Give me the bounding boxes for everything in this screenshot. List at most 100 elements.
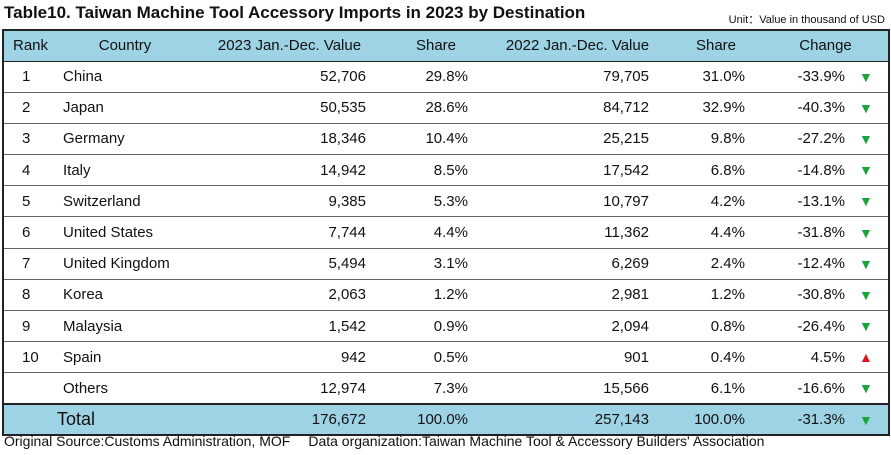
total-spacer (2, 403, 57, 437)
cell-rank: 9 (2, 310, 57, 343)
table-row: 6 United States 7,744 4.4% 11,362 4.4% -31.8% ▼ (2, 216, 891, 249)
original-source: Original Source:Customs Administration, … (4, 433, 291, 449)
cell-2023-share: 0.5% (386, 341, 486, 374)
cell-2023-share: 29.8% (386, 61, 486, 93)
cell-2022-value: 79,705 (486, 61, 669, 93)
cell-2023-value: 1,542 (193, 310, 386, 343)
cell-2022-share: 0.8% (669, 310, 763, 343)
table-row: 4 Italy 14,942 8.5% 17,542 6.8% -14.8% ▼ (2, 154, 891, 187)
header-2022-value: 2022 Jan.-Dec. Value (486, 29, 669, 62)
header-row: Rank Country 2023 Jan.-Dec. Value Share … (2, 29, 891, 62)
table-row: 3 Germany 18,346 10.4% 25,215 9.8% -27.2% ▼ (2, 123, 891, 156)
total-change: -31.3% (763, 403, 847, 437)
cell-rank: 6 (2, 216, 57, 249)
cell-2022-share: 2.4% (669, 248, 763, 280)
table-row: 10 Spain 942 0.5% 901 0.4% 4.5% ▲ (2, 341, 891, 374)
cell-rank: 2 (2, 92, 57, 124)
down-arrow-icon: ▼ (847, 248, 891, 280)
down-arrow-icon: ▼ (847, 61, 891, 93)
cell-rank: 8 (2, 279, 57, 312)
cell-change: -12.4% (763, 248, 847, 280)
header-2022-share: Share (669, 29, 763, 62)
cell-country: Spain (57, 341, 193, 374)
cell-country: Others (57, 372, 193, 405)
cell-change: -31.8% (763, 216, 847, 249)
cell-2023-value: 14,942 (193, 154, 386, 187)
cell-2022-value: 2,094 (486, 310, 669, 343)
cell-2022-share: 6.8% (669, 154, 763, 187)
cell-2022-share: 6.1% (669, 372, 763, 405)
cell-2023-share: 3.1% (386, 248, 486, 280)
table-row: 9 Malaysia 1,542 0.9% 2,094 0.8% -26.4% ▼ (2, 310, 891, 343)
cell-2023-share: 28.6% (386, 92, 486, 124)
cell-2023-value: 52,706 (193, 61, 386, 93)
cell-2022-value: 25,215 (486, 123, 669, 156)
cell-2023-share: 7.3% (386, 372, 486, 405)
total-2023-share: 100.0% (386, 403, 486, 437)
header-change: Change (763, 29, 891, 62)
cell-2022-value: 84,712 (486, 92, 669, 124)
imports-table: Rank Country 2023 Jan.-Dec. Value Share … (2, 29, 891, 437)
cell-2023-share: 4.4% (386, 216, 486, 249)
header-rank: Rank (2, 29, 57, 62)
cell-2022-value: 11,362 (486, 216, 669, 249)
cell-rank (2, 372, 57, 405)
cell-change: -16.6% (763, 372, 847, 405)
cell-change: -14.8% (763, 154, 847, 187)
cell-change: -30.8% (763, 279, 847, 312)
header-2023-share: Share (386, 29, 486, 62)
cell-2023-value: 50,535 (193, 92, 386, 124)
cell-2023-value: 7,744 (193, 216, 386, 249)
cell-2023-value: 18,346 (193, 123, 386, 156)
total-2022-value: 257,143 (486, 403, 669, 437)
cell-2023-value: 942 (193, 341, 386, 374)
cell-2022-value: 10,797 (486, 185, 669, 218)
header-country: Country (57, 29, 193, 62)
cell-2022-value: 6,269 (486, 248, 669, 280)
cell-2023-share: 1.2% (386, 279, 486, 312)
cell-country: Korea (57, 279, 193, 312)
down-arrow-icon: ▼ (847, 310, 891, 343)
down-arrow-icon: ▼ (847, 92, 891, 124)
down-arrow-icon: ▼ (847, 216, 891, 249)
cell-2023-share: 8.5% (386, 154, 486, 187)
down-arrow-icon: ▼ (847, 403, 891, 437)
cell-country: China (57, 61, 193, 93)
cell-rank: 10 (2, 341, 57, 374)
cell-2022-share: 32.9% (669, 92, 763, 124)
cell-2023-value: 2,063 (193, 279, 386, 312)
cell-change: -13.1% (763, 185, 847, 218)
cell-2023-share: 5.3% (386, 185, 486, 218)
cell-2022-value: 2,981 (486, 279, 669, 312)
cell-2022-value: 17,542 (486, 154, 669, 187)
cell-change: -40.3% (763, 92, 847, 124)
cell-country: Italy (57, 154, 193, 187)
cell-country: United Kingdom (57, 248, 193, 280)
cell-country: Malaysia (57, 310, 193, 343)
up-arrow-icon: ▲ (847, 341, 891, 374)
cell-rank: 4 (2, 154, 57, 187)
total-row: Total 176,672 100.0% 257,143 100.0% -31.3% ▼ (2, 403, 891, 437)
cell-2023-value: 9,385 (193, 185, 386, 218)
cell-2022-share: 4.4% (669, 216, 763, 249)
table-row: Others 12,974 7.3% 15,566 6.1% -16.6% ▼ (2, 372, 891, 405)
cell-country: Japan (57, 92, 193, 124)
down-arrow-icon: ▼ (847, 154, 891, 187)
down-arrow-icon: ▼ (847, 123, 891, 156)
cell-2023-value: 12,974 (193, 372, 386, 405)
table-row: 1 China 52,706 29.8% 79,705 31.0% -33.9% ▼ (2, 61, 891, 93)
table-row: 5 Switzerland 9,385 5.3% 10,797 4.2% -13.1% ▼ (2, 185, 891, 218)
down-arrow-icon: ▼ (847, 185, 891, 218)
cell-rank: 7 (2, 248, 57, 280)
cell-2022-share: 1.2% (669, 279, 763, 312)
cell-2022-value: 901 (486, 341, 669, 374)
cell-change: -33.9% (763, 61, 847, 93)
cell-rank: 5 (2, 185, 57, 218)
source-note: Original Source:Customs Administration, … (4, 433, 764, 449)
table-row: 8 Korea 2,063 1.2% 2,981 1.2% -30.8% ▼ (2, 279, 891, 312)
total-2022-share: 100.0% (669, 403, 763, 437)
total-2023-value: 176,672 (193, 403, 386, 437)
unit-note: Unit：Value in thousand of USD (728, 14, 885, 26)
cell-2022-share: 0.4% (669, 341, 763, 374)
cell-rank: 1 (2, 61, 57, 93)
